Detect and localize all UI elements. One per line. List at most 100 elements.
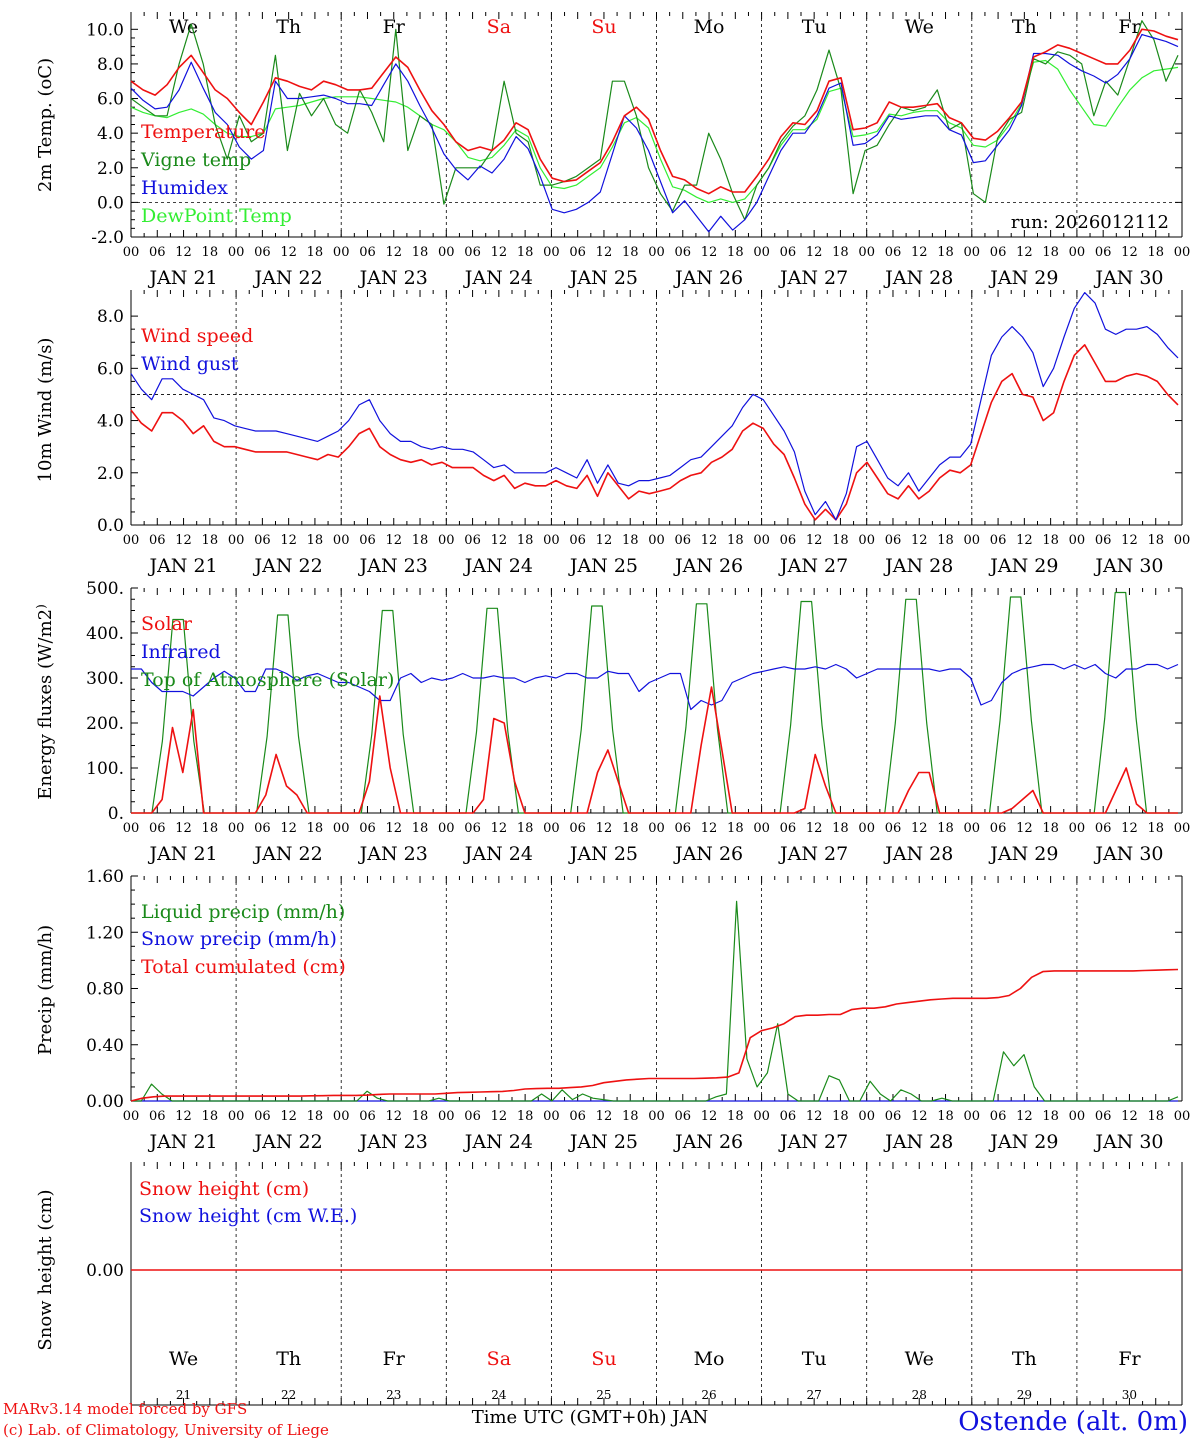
day-number-label: 23 (386, 1388, 401, 1402)
y-tick-label: 4.0 (97, 412, 124, 432)
y-tick-label: 10.0 (86, 20, 124, 40)
series-line-2 (130, 292, 1179, 521)
x-hour-label: 18 (622, 533, 639, 548)
x-hour-label: 00 (753, 821, 770, 836)
y-tick-label: 200. (86, 714, 124, 734)
weekday-label: Th (276, 16, 301, 38)
chart-panel-4: 0.00 0.40 0.80 1.20 1.60 Precip (mm/h) 00 06 12 1… (35, 867, 1190, 1153)
x-hour-label: 18 (727, 1109, 744, 1124)
x-hour-label: 18 (1042, 1109, 1059, 1124)
x-hour-label: 18 (937, 245, 954, 260)
weekday-label: Sa (487, 1348, 511, 1370)
y-tick-label: 2.0 (97, 464, 124, 484)
x-hour-label: 06 (675, 245, 692, 260)
y-tick-label: 0. (108, 804, 124, 824)
legend-entry: Liquid precip (mm/h) (141, 901, 345, 923)
weekday-label: We (905, 16, 934, 38)
x-hour-label: 06 (990, 533, 1007, 548)
x-hour-label: 06 (990, 1109, 1007, 1124)
x-hour-label: 12 (596, 245, 613, 260)
x-hour-label: 06 (149, 533, 166, 548)
x-hour-label: 12 (911, 533, 928, 548)
x-hour-label: 18 (1042, 533, 1059, 548)
legend-entry: Snow height (cm) (139, 1178, 309, 1200)
x-hour-label: 00 (858, 533, 875, 548)
x-date-label: JAN 22 (253, 1131, 323, 1153)
weekday-label: Th (1012, 16, 1037, 38)
y-tick-label: 0.00 (86, 1092, 124, 1112)
x-hour-label: 06 (254, 821, 271, 836)
x-hour-label: 06 (569, 533, 586, 548)
x-date-label: JAN 27 (778, 843, 848, 865)
weekday-label: Th (276, 1348, 301, 1370)
x-date-label: JAN 24 (463, 555, 533, 577)
x-hour-label: 18 (832, 1109, 849, 1124)
weekday-label: Sa (487, 16, 511, 38)
x-hour-label: 06 (254, 1109, 271, 1124)
x-hour-label: 12 (806, 1109, 823, 1124)
x-hour-label: 06 (1095, 533, 1112, 548)
x-axis-label: Time UTC (GMT+0h) JAN (472, 1407, 709, 1428)
run-annotation: run: 2026012112 (1011, 212, 1169, 233)
x-hour-label: 12 (806, 821, 823, 836)
x-hour-label: 12 (280, 821, 297, 836)
x-hour-label: 06 (1095, 821, 1112, 836)
x-hour-label: 18 (307, 533, 324, 548)
series-line-3 (130, 33, 1179, 233)
x-hour-label: 12 (385, 533, 402, 548)
x-hour-label: 06 (359, 245, 376, 260)
x-hour-label: 00 (753, 533, 770, 548)
series-line-1 (130, 344, 1179, 521)
x-date-label: JAN 24 (463, 1131, 533, 1153)
x-hour-label: 12 (596, 821, 613, 836)
x-date-label: JAN 28 (883, 267, 953, 289)
x-hour-label: 00 (648, 245, 665, 260)
x-hour-label: 12 (701, 1109, 718, 1124)
x-hour-label: 12 (175, 533, 192, 548)
x-hour-label: 12 (911, 821, 928, 836)
x-hour-label: 00 (438, 1109, 455, 1124)
x-hour-label: 18 (622, 1109, 639, 1124)
x-hour-label: 06 (569, 1109, 586, 1124)
x-hour-label: 06 (675, 821, 692, 836)
x-date-label: JAN 25 (568, 843, 638, 865)
x-hour-label: 00 (438, 245, 455, 260)
x-hour-label: 12 (806, 245, 823, 260)
weekday-label: We (169, 1348, 198, 1370)
x-hour-label: 18 (202, 821, 219, 836)
day-number-label: 21 (176, 1388, 191, 1402)
x-date-label: JAN 30 (1093, 1131, 1163, 1153)
legend-entry: Infrared (141, 641, 221, 663)
legend-entry: Vigne temp (140, 149, 251, 171)
x-hour-label: 00 (228, 245, 245, 260)
x-hour-label: 06 (990, 245, 1007, 260)
x-date-label: JAN 26 (673, 1131, 743, 1153)
legend-entry: Humidex (141, 177, 228, 199)
x-hour-label: 18 (1147, 821, 1164, 836)
weekday-label: Su (591, 16, 616, 38)
x-hour-label: 12 (385, 821, 402, 836)
x-hour-label: 12 (1016, 1109, 1033, 1124)
day-number-label: 25 (596, 1388, 611, 1402)
weekday-label: Fr (1118, 1348, 1141, 1370)
day-number-label: 29 (1017, 1388, 1032, 1402)
x-hour-label: 00 (1069, 1109, 1086, 1124)
x-date-label: JAN 23 (358, 1131, 428, 1153)
x-date-label: JAN 22 (253, 267, 323, 289)
legend-entry: Wind gust (141, 353, 239, 375)
x-hour-label: 06 (149, 1109, 166, 1124)
x-hour-label: 18 (517, 245, 534, 260)
x-date-label: JAN 29 (988, 843, 1058, 865)
y-tick-label: 8.0 (97, 307, 124, 327)
y-tick-label: 0.80 (86, 980, 124, 1000)
x-hour-label: 18 (412, 245, 429, 260)
x-hour-label: 06 (464, 245, 481, 260)
series-line-3 (131, 591, 1178, 814)
x-hour-label: 12 (385, 1109, 402, 1124)
x-hour-label: 18 (307, 245, 324, 260)
x-hour-label: 00 (438, 821, 455, 836)
y-tick-label: 0.40 (86, 1036, 124, 1056)
chart-panel-5: 0.00 Snow height (cm) We Th Fr Sa Su Mo Tu We Th Fr… (35, 1162, 1183, 1406)
x-hour-label: 06 (885, 1109, 902, 1124)
x-hour-label: 00 (753, 1109, 770, 1124)
